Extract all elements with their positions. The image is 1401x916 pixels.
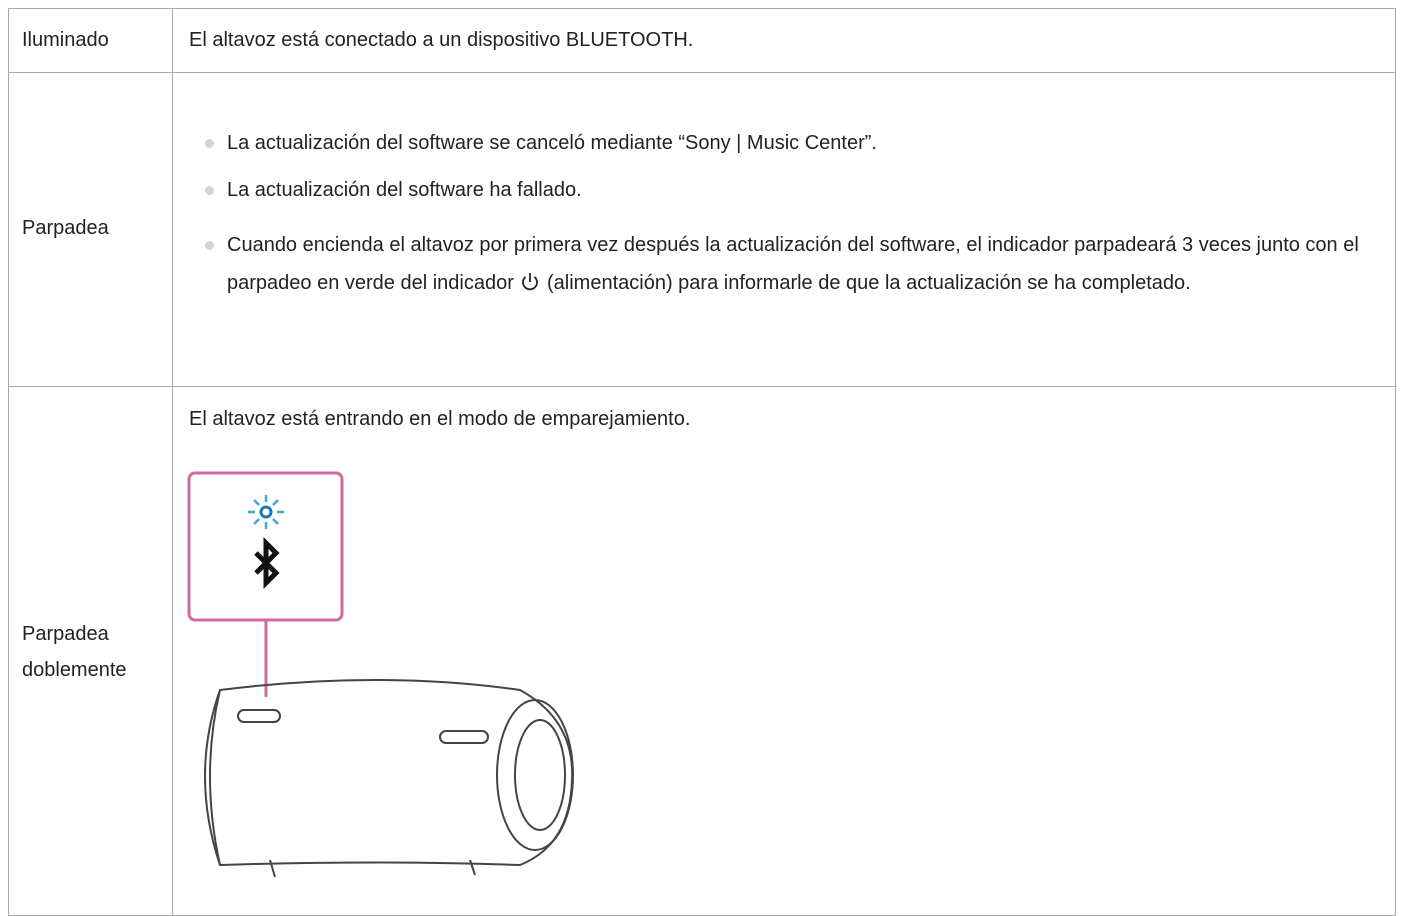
row-text: El altavoz está entrando en el modo de e…: [189, 408, 691, 430]
bullet: [205, 241, 214, 250]
speaker-illustration: [187, 471, 574, 878]
row-label: Iluminado: [22, 29, 109, 51]
page: Iluminado El altavoz está conectado a un…: [8, 8, 1396, 916]
list-item: La actualización del software ha fallado…: [227, 179, 582, 201]
item-text: Cuando encienda el altavoz por primera v…: [227, 234, 1359, 294]
row-label: Parpadea doblemente: [22, 623, 127, 681]
item-text: (alimentación) para informarle de que la…: [547, 272, 1191, 294]
list-item: La actualización del software se canceló…: [227, 132, 877, 154]
row-text: El altavoz está conectado a un dispositi…: [189, 29, 694, 51]
row-label: Parpadea: [22, 217, 109, 239]
list-item: Cuando encienda el altavoz por primera v…: [227, 226, 1387, 302]
power-icon: [522, 273, 539, 291]
bullet: [205, 186, 214, 195]
bullet: [205, 139, 214, 148]
